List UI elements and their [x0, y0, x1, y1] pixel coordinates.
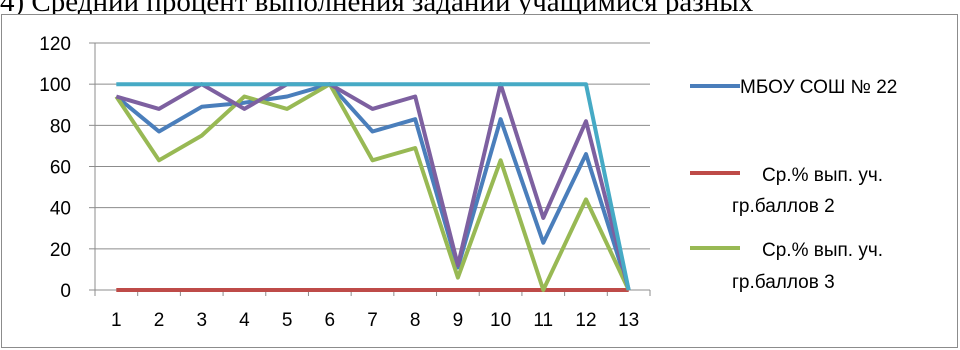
y-tick-label-60: 60 [50, 158, 71, 179]
legend: МБОУ СОШ № 22 Ср.% вып. уч. гр.баллов 2 Ср.… [690, 77, 897, 293]
y-tick-label-0: 0 [60, 281, 71, 302]
x-tick-label-9: 9 [453, 310, 464, 331]
series-line-4 [115, 82, 631, 291]
y-tick-label-120: 120 [39, 34, 71, 55]
x-tick-label-8: 8 [410, 310, 421, 331]
page-title: 4) Средний процент выполнения заданий уч… [0, 0, 754, 18]
x-tick-label-1: 1 [111, 310, 122, 331]
x-tick-label-2: 2 [154, 310, 165, 331]
y-tick-label-40: 40 [50, 199, 71, 220]
series-line-1 [115, 82, 631, 291]
legend-label-1: МБОУ СОШ № 22 [740, 77, 897, 98]
x-tick-label-6: 6 [325, 310, 336, 331]
x-tick-label-10: 10 [490, 310, 511, 331]
y-tick-label-100: 100 [39, 75, 71, 96]
x-tick-label-12: 12 [575, 310, 596, 331]
series-line-5 [116, 82, 631, 291]
x-tick-label-4: 4 [239, 310, 250, 331]
x-tick-label-3: 3 [196, 310, 207, 331]
x-tick-labels: 1 2 3 4 5 6 7 8 9 10 11 12 13 [111, 310, 639, 331]
y-tick-label-20: 20 [50, 240, 71, 261]
y-tick-labels: 0 20 40 60 80 100 120 [39, 34, 71, 302]
x-tick-label-11: 11 [533, 310, 553, 331]
legend-label-2: Ср.% вып. уч. гр.баллов 2 [732, 165, 883, 217]
series-line-3 [114, 82, 631, 292]
x-tick-label-5: 5 [282, 310, 293, 331]
x-tick-label-7: 7 [367, 310, 378, 331]
series-lines [114, 82, 631, 292]
x-tick-label-13: 13 [618, 310, 639, 331]
legend-label-3: Ср.% вып. уч. гр.баллов 3 [732, 240, 883, 293]
y-tick-label-80: 80 [50, 116, 71, 137]
